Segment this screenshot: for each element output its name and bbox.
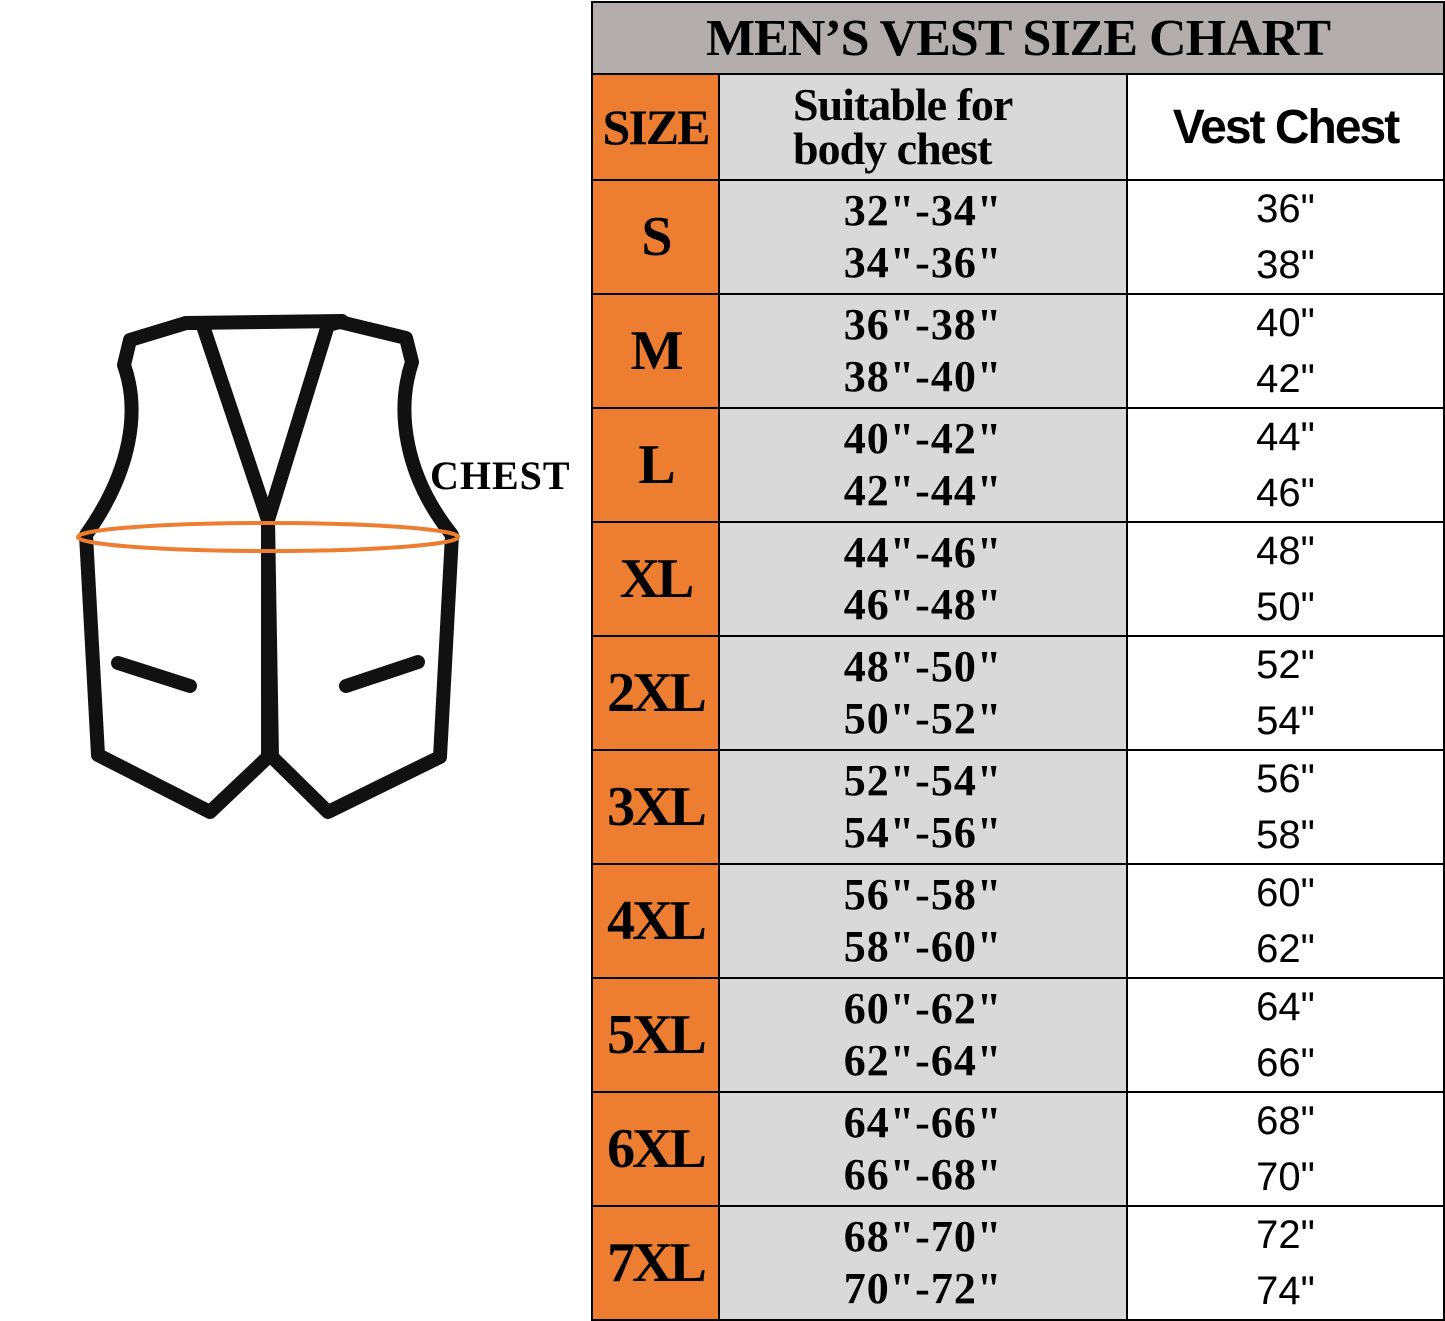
vest-chest-value: 62"	[1256, 927, 1315, 971]
right-pocket	[339, 655, 425, 693]
size-cell: 5XL	[591, 977, 720, 1093]
vest-chest-value: 52"	[1256, 643, 1315, 687]
vest-chest-value: 36"	[1256, 187, 1315, 231]
size-cell: 4XL	[591, 863, 720, 979]
vest-chest-value: 54"	[1256, 699, 1315, 743]
size-row: M 36"-38" 38"-40" 40" 42"	[591, 293, 1445, 409]
body-chest-range: 66"-68"	[843, 1150, 1003, 1199]
body-chest-range: 40"-42"	[843, 414, 1003, 463]
body-chest-range: 64"-66"	[843, 1098, 1003, 1147]
body-chest-cell: 32"-34" 34"-36"	[718, 179, 1128, 295]
left-pocket	[111, 656, 197, 693]
vest-chest-value: 44"	[1256, 415, 1315, 459]
body-chest-range: 60"-62"	[843, 984, 1003, 1033]
size-row: 5XL 60"-62" 62"-64" 64" 66"	[591, 977, 1445, 1093]
size-cell: 6XL	[591, 1091, 720, 1207]
body-chest-cell: 56"-58" 58"-60"	[718, 863, 1128, 979]
body-chest-cell: 40"-42" 42"-44"	[718, 407, 1128, 523]
size-cell: L	[591, 407, 720, 523]
vest-chest-value: 42"	[1256, 357, 1315, 401]
vest-chest-cell: 68" 70"	[1125, 1091, 1445, 1207]
body-chest-cell: 36"-38" 38"-40"	[718, 293, 1128, 409]
vest-chest-cell: 36" 38"	[1125, 179, 1445, 295]
body-chest-cell: 68"-70" 70"-72"	[718, 1205, 1128, 1321]
body-chest-cell: 48"-50" 50"-52"	[718, 635, 1128, 751]
body-chest-range: 46"-48"	[843, 580, 1003, 629]
size-cell: 3XL	[591, 749, 720, 865]
vest-chest-value: 38"	[1256, 243, 1315, 287]
header-body-chest: Suitable for body chest	[718, 73, 1128, 181]
vest-chest-value: 72"	[1256, 1213, 1315, 1257]
size-row: 7XL 68"-70" 70"-72" 72" 74"	[591, 1205, 1445, 1321]
size-row: 4XL 56"-58" 58"-60" 60" 62"	[591, 863, 1445, 979]
size-row: L 40"-42" 42"-44" 44" 46"	[591, 407, 1445, 523]
body-chest-cell: 64"-66" 66"-68"	[718, 1091, 1128, 1207]
body-chest-range: 54"-56"	[843, 808, 1003, 857]
vest-chest-value: 68"	[1256, 1099, 1315, 1143]
body-chest-range: 70"-72"	[843, 1264, 1003, 1313]
vest-chest-value: 56"	[1256, 757, 1315, 801]
body-chest-cell: 60"-62" 62"-64"	[718, 977, 1128, 1093]
size-row: 6XL 64"-66" 66"-68" 68" 70"	[591, 1091, 1445, 1207]
size-cell: 7XL	[591, 1205, 720, 1321]
body-chest-range: 32"-34"	[843, 186, 1003, 235]
vest-chest-value: 40"	[1256, 301, 1315, 345]
body-chest-range: 42"-44"	[843, 466, 1003, 515]
vest-chest-cell: 48" 50"	[1125, 521, 1445, 637]
vest-right-outline	[261, 315, 459, 819]
header-size: SIZE	[591, 73, 720, 181]
body-chest-range: 68"-70"	[843, 1212, 1003, 1261]
vest-illustration	[76, 314, 460, 819]
vest-chest-value: 50"	[1256, 585, 1315, 629]
size-cell: 2XL	[591, 635, 720, 751]
vest-chest-value: 46"	[1256, 471, 1315, 515]
body-chest-cell: 44"-46" 46"-48"	[718, 521, 1128, 637]
body-chest-range: 58"-60"	[843, 922, 1003, 971]
vest-chest-cell: 60" 62"	[1125, 863, 1445, 979]
body-chest-range: 50"-52"	[843, 694, 1003, 743]
body-chest-range: 62"-64"	[843, 1036, 1003, 1085]
header-body-chest-text: Suitable for body chest	[793, 79, 1012, 174]
vest-chest-cell: 56" 58"	[1125, 749, 1445, 865]
size-row: XL 44"-46" 46"-48" 48" 50"	[591, 521, 1445, 637]
body-chest-range: 52"-54"	[843, 756, 1003, 805]
vest-chest-value: 60"	[1256, 871, 1315, 915]
vest-chest-cell: 44" 46"	[1125, 407, 1445, 523]
chest-measure-line	[76, 521, 460, 553]
size-row: 3XL 52"-54" 54"-56" 56" 58"	[591, 749, 1445, 865]
vest-chest-value: 74"	[1256, 1269, 1315, 1313]
chest-label: CHEST	[430, 453, 571, 498]
body-chest-range: 36"-38"	[843, 300, 1003, 349]
vest-chest-cell: 64" 66"	[1125, 977, 1445, 1093]
vest-chest-value: 48"	[1256, 529, 1315, 573]
vest-chest-cell: 52" 54"	[1125, 635, 1445, 751]
body-chest-cell: 52"-54" 54"-56"	[718, 749, 1128, 865]
body-chest-range: 34"-36"	[843, 238, 1003, 287]
body-chest-range: 56"-58"	[843, 870, 1003, 919]
vest-chest-cell: 40" 42"	[1125, 293, 1445, 409]
vest-chest-value: 64"	[1256, 985, 1315, 1029]
body-chest-range: 48"-50"	[843, 642, 1003, 691]
size-row: 2XL 48"-50" 50"-52" 52" 54"	[591, 635, 1445, 751]
chart-title: MEN’S VEST SIZE CHART	[590, 1, 1445, 75]
vest-chest-value: 70"	[1256, 1155, 1315, 1199]
vest-chest-cell: 72" 74"	[1125, 1205, 1445, 1321]
body-chest-range: 44"-46"	[843, 528, 1003, 577]
body-chest-range: 38"-40"	[843, 352, 1003, 401]
size-cell: XL	[591, 521, 720, 637]
vest-left-outline	[79, 316, 275, 819]
size-cell: S	[591, 179, 720, 295]
vest-chest-value: 66"	[1256, 1041, 1315, 1085]
size-chart-table: MEN’S VEST SIZE CHART SIZE Suitable for …	[590, 1, 1445, 1321]
size-cell: M	[591, 293, 720, 409]
size-row: S 32"-34" 34"-36" 36" 38"	[591, 179, 1445, 295]
vest-chest-value: 58"	[1256, 813, 1315, 857]
header-vest-chest: Vest Chest	[1125, 73, 1445, 181]
